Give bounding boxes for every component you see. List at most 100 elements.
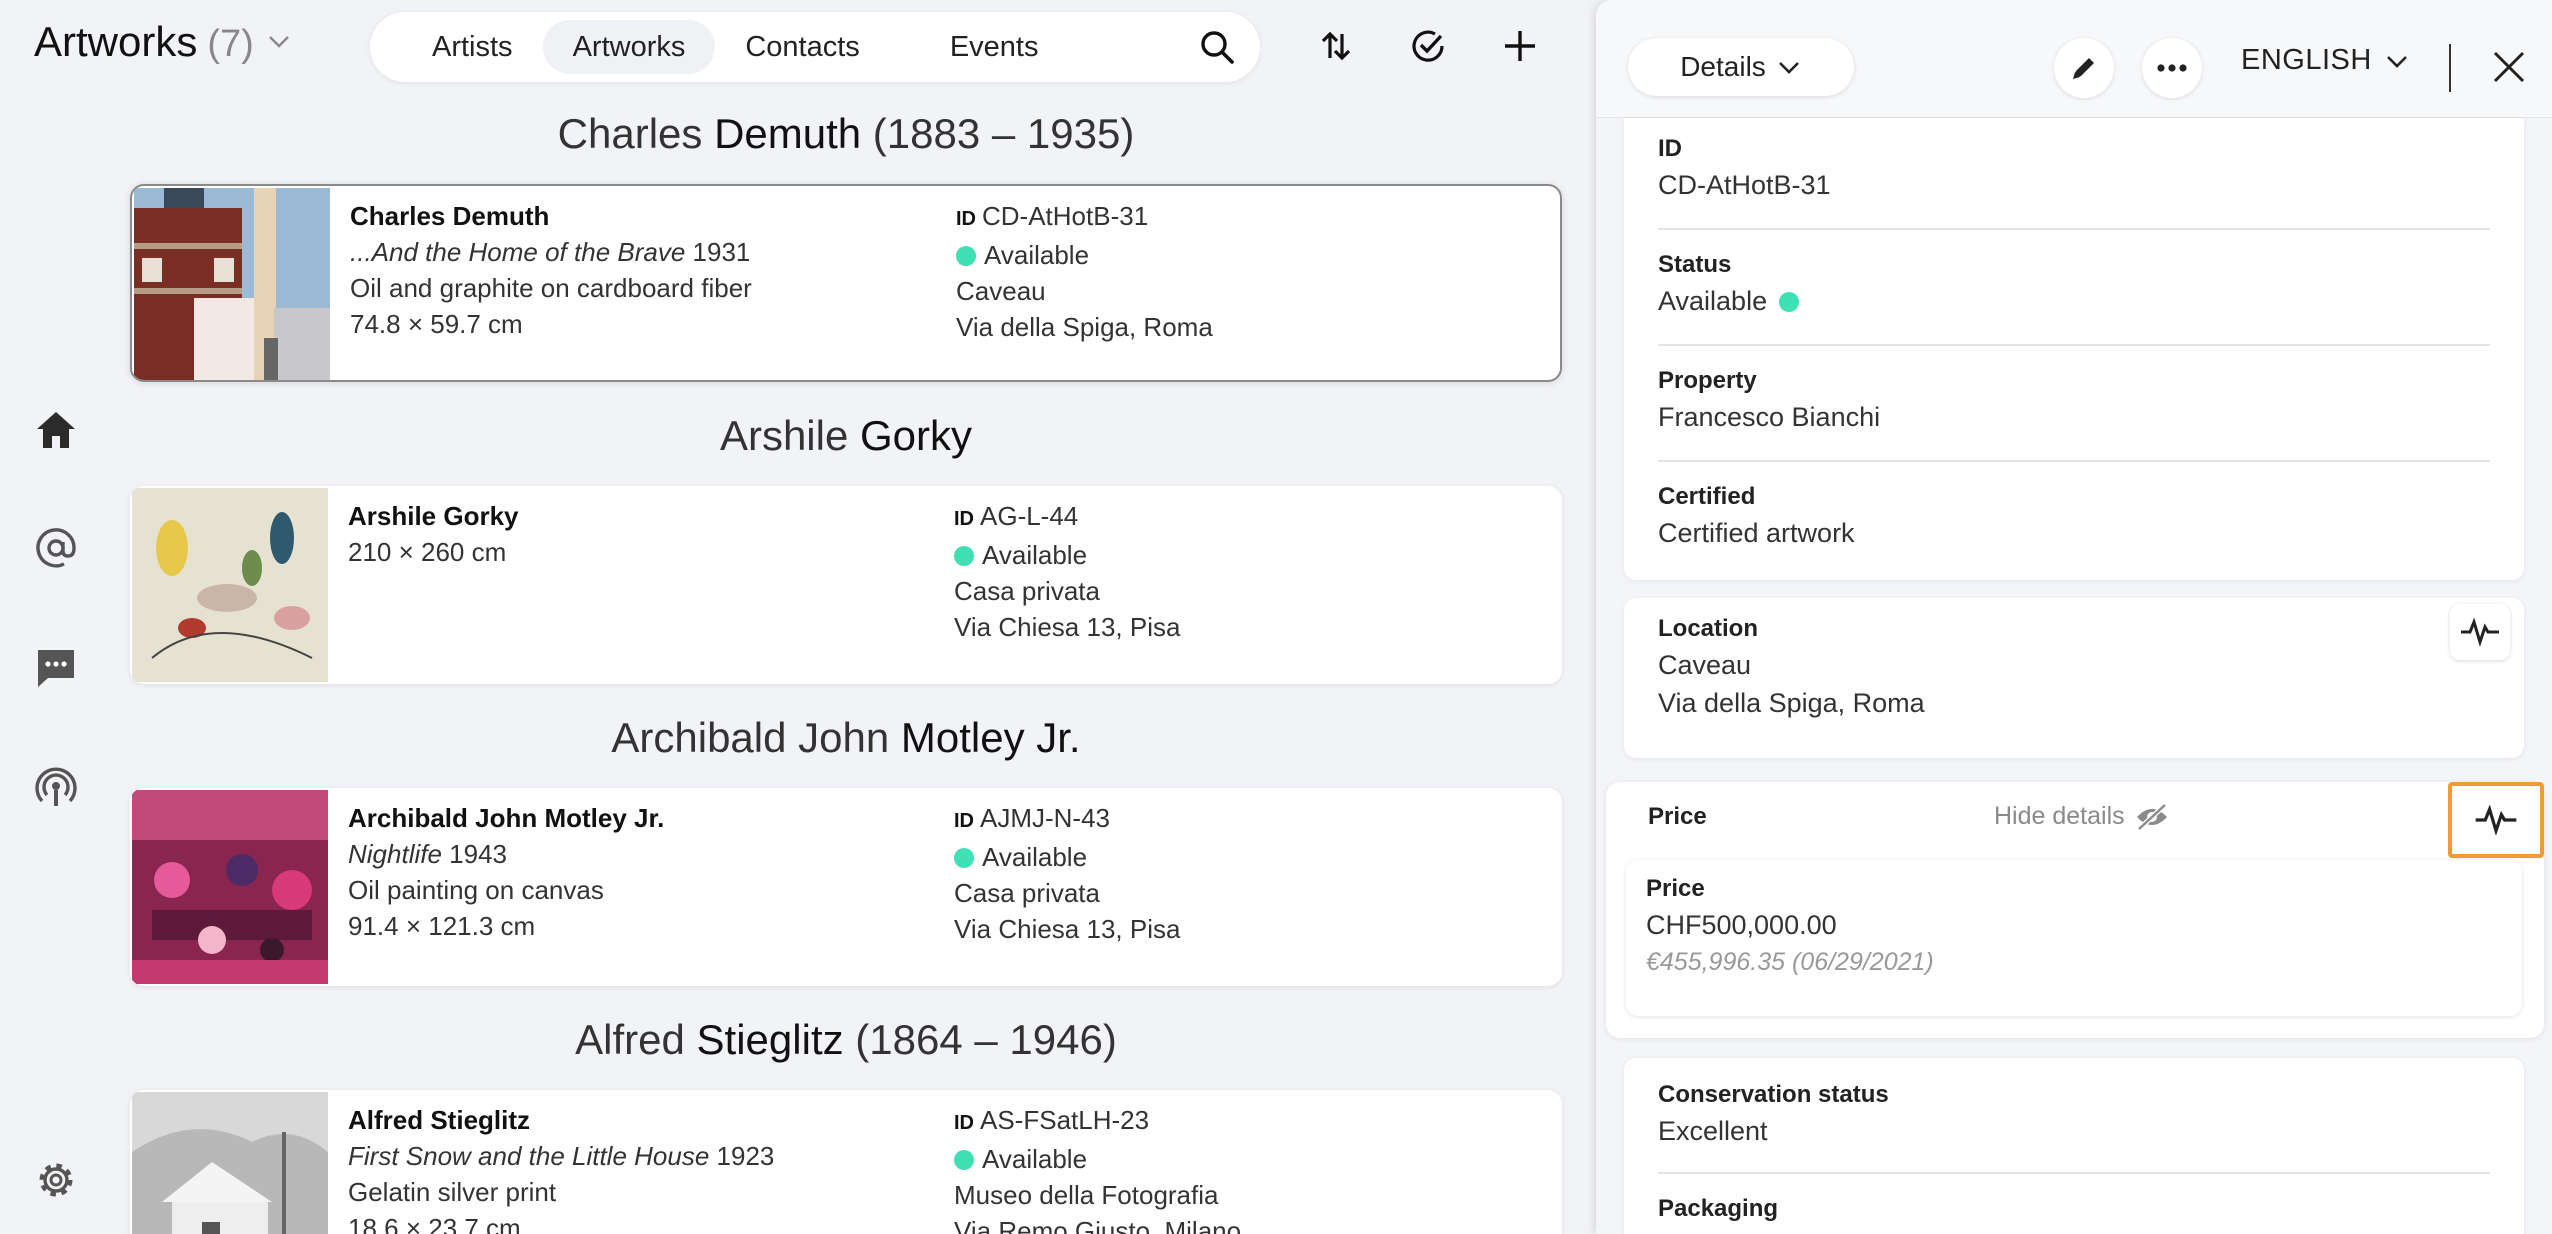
artist-dates: (1883 – 1935) — [861, 110, 1135, 157]
tab-events[interactable]: Events — [949, 30, 1039, 63]
add-button[interactable] — [1496, 22, 1544, 70]
artwork-card[interactable]: Alfred Stieglitz First Snow and the Litt… — [130, 1090, 1562, 1234]
artwork-medium: Oil and graphite on cardboard fiber — [350, 273, 752, 303]
check-circle-icon — [1412, 30, 1444, 62]
id-tag: ID — [954, 508, 974, 530]
artwork-thumbnail — [132, 1092, 328, 1234]
artwork-location: Casa privata — [954, 576, 1100, 606]
artist-name: Charles Demuth — [350, 201, 550, 231]
tab-contacts[interactable]: Contacts — [745, 30, 860, 63]
id-field: ID CD-AtHotB-31 — [1658, 132, 1831, 204]
artist-last-name: Stieglitz — [696, 1016, 844, 1063]
status-dot — [954, 546, 974, 566]
divider — [1658, 344, 2490, 346]
status-dot — [954, 1150, 974, 1170]
language-label: ENGLISH — [2241, 44, 2372, 76]
artwork-meta: ID AS-FSatLH-23 Available Museo della Fot… — [954, 1102, 1241, 1234]
view-selector-label: Details — [1680, 51, 1766, 82]
edit-button[interactable] — [2054, 38, 2114, 98]
location-history-button[interactable] — [2450, 604, 2510, 660]
divider — [1658, 1172, 2490, 1174]
artist-name: Alfred Stieglitz — [348, 1105, 531, 1135]
field-value: Available — [1658, 282, 1807, 320]
tab-artworks[interactable]: Artworks — [542, 20, 716, 74]
artwork-title-line: First Snow and the Little House 1923 — [348, 1138, 774, 1174]
field-value: Francesco Bianchi — [1658, 402, 1881, 432]
chevron-down-icon[interactable] — [264, 26, 294, 56]
artwork-card[interactable]: Charles Demuth ...And the Home of the Br… — [130, 184, 1562, 382]
chevron-down-icon — [2386, 55, 2407, 68]
price-field: Price CHF500,000.00 €455,996.35 (06/29/2… — [1646, 872, 1934, 980]
pencil-icon — [2073, 58, 2094, 79]
more-options-button[interactable] — [2142, 38, 2202, 98]
language-selector[interactable]: ENGLISH — [2241, 44, 2410, 77]
artist-group-heading: Charles Demuth (1883 – 1935) — [130, 110, 1562, 158]
artwork-status: Available — [982, 540, 1088, 570]
artwork-thumbnail — [132, 488, 328, 682]
price-section: Price Hide details Price CHF500,000.00 €… — [1606, 782, 2544, 1038]
search-button[interactable] — [1192, 22, 1242, 72]
artwork-id: AJMJ-N-43 — [980, 803, 1111, 833]
home-button[interactable] — [30, 404, 82, 456]
gear-icon — [39, 1163, 73, 1197]
field-label: Certified — [1658, 483, 1756, 510]
artwork-location: Museo della Fotografia — [954, 1180, 1219, 1210]
converted-price: €455,996.35 (06/29/2021) — [1646, 948, 1934, 976]
hide-details-toggle[interactable]: Hide details — [1994, 802, 2169, 831]
artwork-dimensions: 18.6 × 23.7 cm — [348, 1213, 521, 1234]
property-field: Property Francesco Bianchi — [1658, 364, 1880, 436]
field-value: Excellent — [1658, 1116, 1768, 1146]
artwork-id-line: ID AJMJ-N-43 — [954, 800, 1180, 839]
artwork-card[interactable]: Arshile Gorky 210 × 260 cm ID AG-L-44 Ava… — [130, 486, 1562, 684]
field-value: Via della Spiga, Roma — [1658, 688, 1925, 718]
main-nav: Artists Artworks Contacts Events — [370, 12, 1260, 82]
artwork-title: Nightlife — [348, 839, 442, 869]
close-panel-button[interactable] — [2486, 44, 2532, 90]
artwork-location: Caveau — [956, 276, 1046, 306]
artist-group-heading: Archibald John Motley Jr. — [130, 714, 1562, 762]
artwork-info: Arshile Gorky 210 × 260 cm — [348, 498, 519, 570]
status-dot — [956, 246, 976, 266]
page-title[interactable]: Artworks (7) — [34, 18, 294, 66]
artist-name: Arshile Gorky — [348, 501, 519, 531]
artwork-year: 1923 — [709, 1141, 775, 1171]
artwork-info: Archibald John Motley Jr. Nightlife 1943… — [348, 800, 664, 944]
settings-button[interactable] — [30, 1154, 82, 1206]
sort-arrows-icon — [1321, 31, 1351, 61]
artwork-location: Casa privata — [954, 878, 1100, 908]
divider — [1658, 228, 2490, 230]
activity-icon — [2461, 618, 2499, 646]
artwork-meta: ID CD-AtHotB-31 Available Caveau Via dell… — [956, 198, 1213, 345]
sort-button[interactable] — [1312, 22, 1360, 70]
artwork-dimensions: 210 × 260 cm — [348, 537, 507, 567]
price-history-button[interactable] — [2448, 782, 2544, 858]
artwork-count: (7) — [207, 23, 254, 65]
broadcast-button[interactable] — [30, 762, 82, 814]
artwork-title-line: ...And the Home of the Brave 1931 — [350, 234, 752, 270]
artwork-card[interactable]: Archibald John Motley Jr. Nightlife 1943… — [130, 788, 1562, 986]
artist-name: Archibald John Motley Jr. — [348, 803, 665, 833]
view-selector-button[interactable]: Details — [1628, 38, 1854, 96]
artist-last-name: Motley Jr. — [900, 714, 1081, 761]
field-label: ID — [1658, 135, 1682, 162]
artwork-dimensions: 91.4 × 121.3 cm — [348, 911, 536, 941]
artwork-id-line: ID CD-AtHotB-31 — [956, 198, 1213, 237]
email-button[interactable] — [30, 522, 82, 574]
status-dot — [954, 848, 974, 868]
artwork-address: Via della Spiga, Roma — [956, 312, 1213, 342]
field-label: Status — [1658, 251, 1732, 278]
field-label: Location — [1658, 615, 1758, 642]
artist-group-heading: Arshile Gorky — [130, 412, 1562, 460]
artwork-id: AS-FSatLH-23 — [980, 1105, 1150, 1135]
artwork-address: Via Chiesa 13, Pisa — [954, 612, 1181, 642]
artwork-id-line: ID AS-FSatLH-23 — [954, 1102, 1241, 1141]
messages-button[interactable] — [30, 642, 82, 694]
conservation-section: Conservation status Excellent Packaging — [1624, 1058, 2524, 1234]
tab-artists[interactable]: Artists — [432, 30, 513, 63]
select-button[interactable] — [1404, 22, 1452, 70]
artist-first-name: Alfred — [575, 1016, 697, 1063]
artwork-status-line: Available — [954, 537, 1180, 573]
status-text: Available — [1658, 286, 1768, 316]
field-value: Certified artwork — [1658, 518, 1855, 548]
artwork-id: AG-L-44 — [980, 501, 1079, 531]
